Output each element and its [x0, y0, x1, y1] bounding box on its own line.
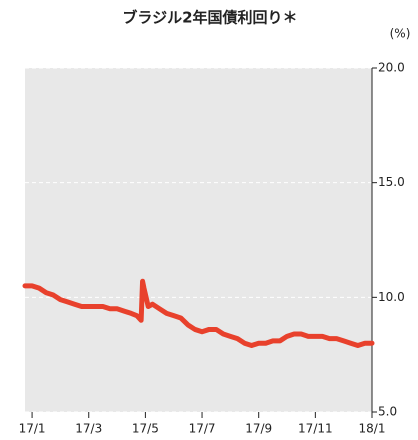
x-tick-label: 17/11	[298, 422, 333, 436]
x-tick-label: 17/3	[75, 422, 102, 436]
x-tick-label: 17/1	[19, 422, 46, 436]
x-tick-label: 17/9	[245, 422, 272, 436]
y-tick-label: 10.0	[378, 290, 405, 304]
x-tick-label: 18/1	[359, 422, 386, 436]
y-tick-label: 5.0	[378, 405, 397, 419]
y-unit: (%)	[390, 27, 411, 41]
plot-area	[25, 68, 372, 412]
x-tick-label: 17/7	[189, 422, 216, 436]
chart-title: ブラジル2年国債利回り＊	[122, 9, 297, 27]
line	[22, 278, 375, 348]
y-tick-label: 20.0	[378, 61, 405, 75]
y-tick-label: 15.0	[378, 175, 405, 189]
x-tick-label: 17/5	[132, 422, 159, 436]
